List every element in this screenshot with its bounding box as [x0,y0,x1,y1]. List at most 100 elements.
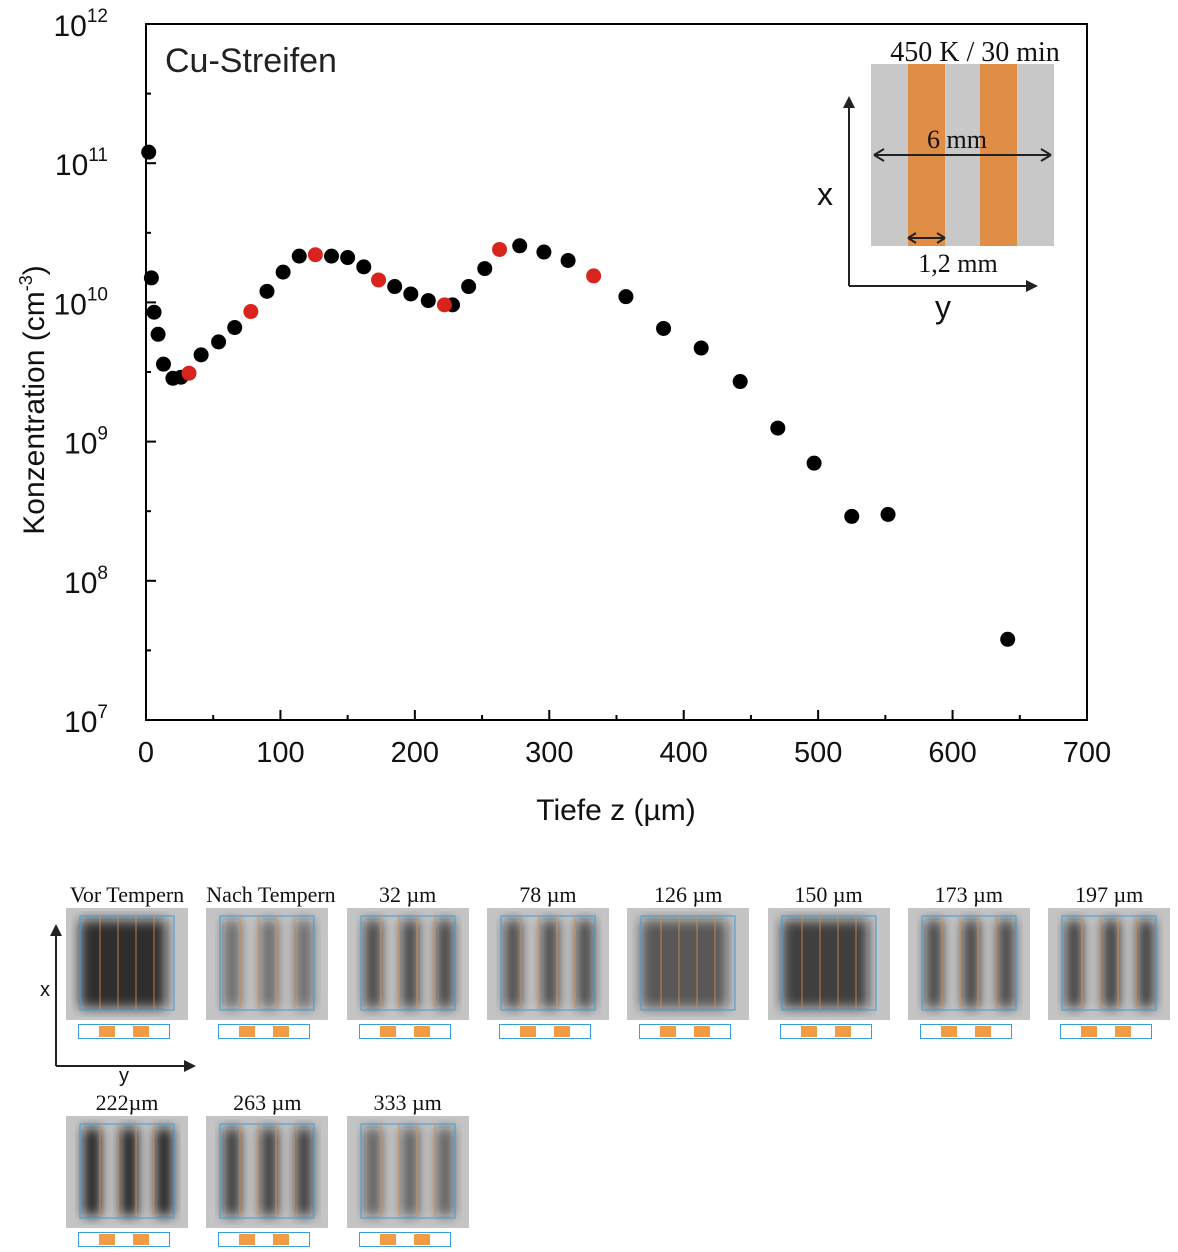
depth-panel-label: 333 µm [373,1090,442,1115]
autoradiograph-image [1048,908,1171,1020]
y-tick-label: 108 [64,563,108,600]
data-point [371,272,387,288]
copper-stripe-marker [694,1026,711,1037]
data-point [477,261,493,277]
stripe-schematic [639,1024,732,1039]
autoradiograph-image [66,1116,188,1228]
x-tick-label: 500 [794,737,842,769]
copper-stripe-marker [379,1234,396,1245]
panel-axis-y-label: y [119,1065,129,1086]
data-point [291,248,307,264]
inset-y-label: y [935,289,951,325]
copper-stripe-marker [834,1026,851,1037]
copper-stripe-marker [239,1234,256,1245]
y-tick-label: 1011 [55,145,108,182]
y-tick-label: 1010 [53,284,108,321]
copper-stripe-marker [379,1026,396,1037]
copper-stripe-marker [273,1026,290,1037]
inset-x-arrowhead [843,96,855,108]
data-point [259,283,275,299]
stripe-schematic [78,1024,170,1039]
concentration-depth-chart: 0 100 200 300 400 500 600 700 107 108 109 1010 1011… [16,6,1111,827]
autoradiograph-image [627,908,750,1020]
copper-stripe-marker [273,1234,290,1245]
copper-stripe-marker [99,1026,115,1037]
data-point [243,304,259,320]
data-point [806,455,822,471]
inset-x-label: x [817,176,833,212]
stripe-arrowheads [907,232,946,244]
stripe-schematic [498,1024,591,1039]
inset-y-arrowhead [1026,280,1038,292]
depth-panel-label: 78 µm [519,882,577,907]
y-axis-label: Konzentration (cm-3) [16,265,51,534]
data-point [693,340,709,356]
autoradiograph-image [66,908,188,1020]
data-point [324,248,340,264]
data-point [732,374,748,390]
copper-stripe-marker [940,1026,957,1037]
depth-panel-label: 32 µm [378,882,437,907]
panel-axis-indicator: x y [40,924,196,1086]
copper-stripe-marker [1081,1026,1098,1037]
data-point [618,289,634,305]
autoradiograph-image [907,908,1030,1020]
autoradiograph-image [346,908,469,1020]
data-point [512,238,528,254]
data-point [227,320,243,336]
copper-stripe-marker [133,1234,149,1245]
sample-inset: 450 K / 30 min 6 mm 1,2 mm x y [817,37,1060,325]
depth-panel-label: 126 µm [654,882,723,907]
data-point [275,264,291,280]
annealing-condition-label: 450 K / 30 min [890,37,1060,68]
data-point [307,247,323,263]
depth-panel-label: 150 µm [794,882,863,907]
data-point [146,304,162,320]
depth-panel-label: 263 µm [233,1090,302,1115]
data-point [560,252,576,268]
data-point [150,326,166,342]
copper-stripe-marker [99,1234,115,1245]
autoradiograph-image [346,1116,469,1228]
width-arrowheads [873,148,1052,162]
data-point [181,365,197,381]
data-point [656,320,672,336]
copper-stripe-marker [519,1026,536,1037]
data-point [403,286,419,302]
stripe-schematic [78,1232,170,1247]
data-point [141,144,157,160]
x-tick-label: 100 [256,737,304,769]
stripe-width-label: 1,2 mm [918,249,997,278]
autoradiograph-image [486,908,609,1020]
x-tick-label: 200 [391,737,439,769]
copper-stripe-marker [660,1026,677,1037]
x-tick-label: 400 [660,737,708,769]
data-point [420,293,436,309]
data-point [356,259,372,275]
copper-stripe-marker [133,1026,149,1037]
depth-panel-label: 222µm [95,1090,159,1115]
data-point [211,334,227,350]
stripe-schematic [1060,1024,1153,1039]
y-tick-label: 107 [64,702,108,739]
copper-stripe-marker [800,1026,817,1037]
chart-title: Cu-Streifen [165,42,337,80]
x-tick-label: 0 [138,737,154,769]
stripe-schematic [358,1024,451,1039]
copper-stripe-marker [553,1026,570,1037]
y-tick-label: 1012 [53,6,108,43]
depth-panel-label: Nach Tempern [206,882,336,907]
data-point [770,420,786,436]
copper-stripe-marker [974,1026,991,1037]
data-point [193,347,209,363]
data-point [155,356,171,372]
depth-panel-label: 173 µm [934,882,1003,907]
data-point [387,279,403,295]
x-tick-label: 600 [928,737,976,769]
copper-stripe-marker [1115,1026,1132,1037]
copper-stripe-marker [413,1026,430,1037]
data-point [536,244,552,260]
width-label: 6 mm [927,125,987,154]
stripe-schematic [358,1232,451,1247]
autoradiograph-image [206,908,329,1020]
